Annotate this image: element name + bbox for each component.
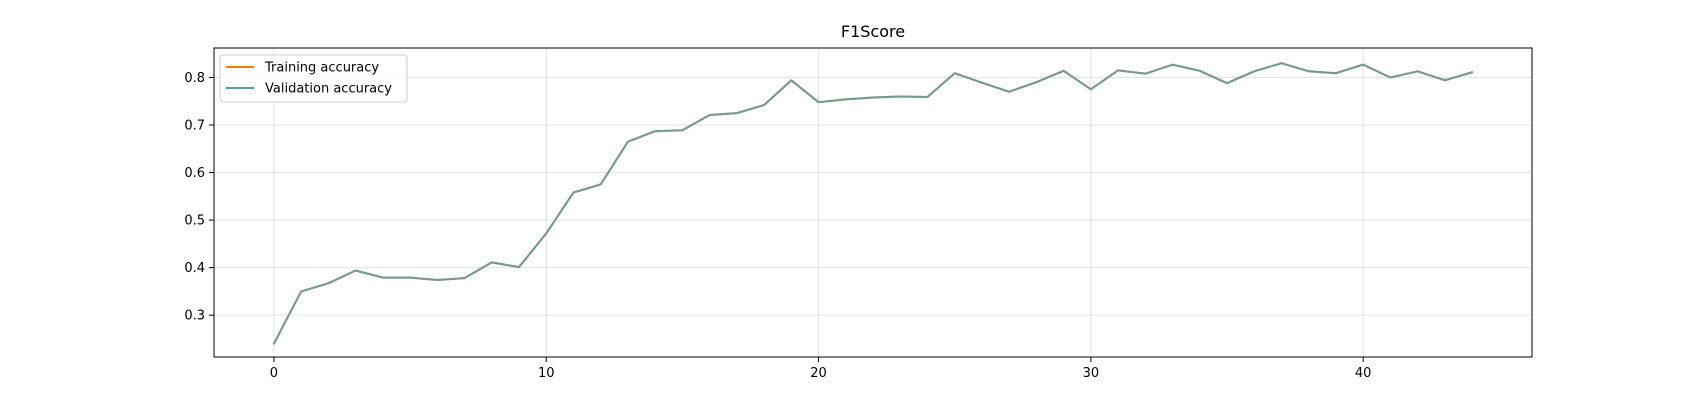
legend: Training accuracy Validation accuracy — [219, 54, 408, 103]
y-tick-label: 0.3 — [184, 309, 205, 324]
y-tick-label: 0.7 — [184, 119, 205, 134]
legend-label-validation-accuracy: Validation accuracy — [265, 82, 392, 97]
y-tick-label: 0.4 — [184, 261, 205, 276]
x-tick-label: 20 — [810, 366, 827, 381]
series-line-validation-accuracy — [272, 62, 1474, 345]
y-tick-label: 0.6 — [184, 166, 205, 181]
chart-title: F1Score — [841, 22, 905, 41]
series-lines — [272, 62, 1474, 345]
axis-ticks: 0 10 20 30 40 0.3 0.4 0.5 0.6 0.7 0.8 — [184, 71, 1371, 381]
axes-frame — [213, 47, 1533, 358]
x-tick-label: 40 — [1355, 366, 1372, 381]
grid-lines — [214, 48, 1532, 357]
x-tick-label: 0 — [270, 366, 278, 381]
legend-label-training-accuracy: Training accuracy — [264, 61, 379, 76]
y-tick-label: 0.5 — [184, 214, 205, 229]
x-tick-label: 10 — [538, 366, 555, 381]
y-tick-label: 0.8 — [184, 71, 205, 86]
x-tick-label: 30 — [1083, 366, 1100, 381]
legend-box — [219, 54, 408, 103]
